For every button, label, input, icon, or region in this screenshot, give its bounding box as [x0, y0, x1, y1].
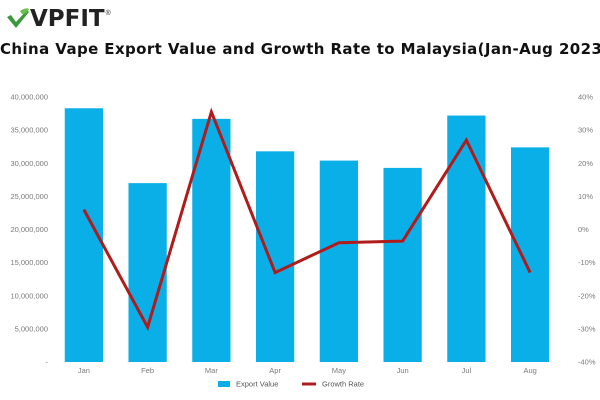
right-tick-label: -30% [578, 324, 596, 333]
right-tick-label: -40% [578, 358, 596, 367]
left-tick-label: - [46, 358, 49, 367]
growth-rate-series [82, 107, 532, 332]
bar-may [319, 160, 358, 362]
right-tick-label: 10% [578, 192, 593, 201]
right-tick-label: 20% [578, 159, 593, 168]
right-axis-ticks: -40% -30% -20% -10% 0% 10% 20% 30% 40% [578, 93, 596, 367]
leaf-check-icon [7, 8, 29, 28]
chart-title: China Vape Export Value and Growth Rate … [0, 40, 600, 58]
left-tick-label: 25,000,000 [10, 192, 48, 201]
right-tick-label: 0% [578, 225, 589, 234]
growth-rate-line [82, 107, 532, 332]
left-tick-label: 5,000,000 [15, 324, 48, 333]
x-tick-label: May [332, 366, 346, 375]
left-tick-label: 35,000,000 [10, 126, 48, 135]
right-tick-label: -10% [578, 258, 596, 267]
x-tick-label: Apr [269, 366, 281, 375]
right-tick-label: 30% [578, 126, 593, 135]
x-tick-label: Mar [205, 366, 218, 375]
legend-swatch-export-value [218, 381, 230, 387]
left-tick-label: 30,000,000 [10, 159, 48, 168]
bar-jun [383, 167, 422, 362]
logo-wordmark: VPFIT [30, 6, 105, 32]
bar-feb [128, 183, 167, 362]
x-tick-label: Feb [141, 366, 154, 375]
legend-label-export-value: Export Value [236, 380, 278, 389]
left-axis-ticks: - 5,000,000 10,000,000 15,000,000 20,000,000… [10, 93, 48, 367]
x-tick-label: Jun [397, 366, 409, 375]
x-tick-label: Jan [78, 366, 90, 375]
left-tick-label: 15,000,000 [10, 258, 48, 267]
legend-label-growth-rate: Growth Rate [322, 380, 364, 389]
chart-legend: Export Value Growth Rate [218, 380, 364, 389]
bar-aug [511, 147, 550, 362]
left-tick-label: 20,000,000 [10, 225, 48, 234]
x-tick-label: Aug [523, 366, 536, 375]
brand-logo: VPFIT ® [6, 4, 111, 34]
left-tick-label: 40,000,000 [10, 93, 48, 102]
bar-jul [447, 115, 486, 362]
left-tick-label: 10,000,000 [10, 291, 48, 300]
x-axis-ticks: Jan Feb Mar Apr May Jun Jul Aug [78, 366, 537, 375]
registered-mark: ® [105, 10, 111, 17]
bar-apr [256, 151, 295, 362]
export-value-bars [64, 108, 550, 362]
right-tick-label: -20% [578, 291, 596, 300]
right-tick-label: 40% [578, 93, 593, 102]
x-tick-label: Jul [462, 366, 472, 375]
